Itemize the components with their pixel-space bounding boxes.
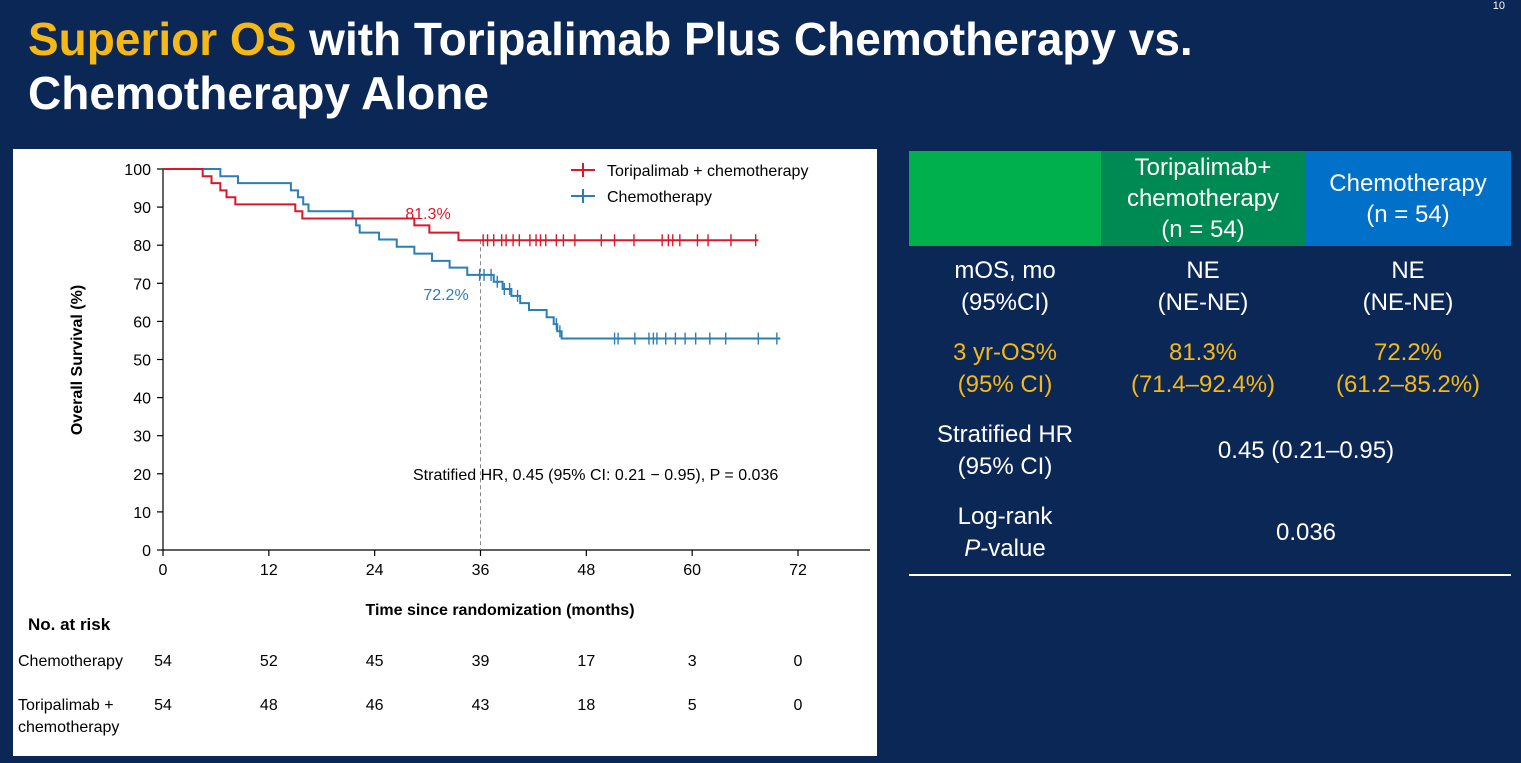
risk-row-1-value-1: 48 — [260, 697, 278, 714]
header-empty-cell — [909, 151, 1101, 246]
risk-row-0-value-0: 54 — [154, 653, 172, 670]
tori-annotation-label: 81.3% — [405, 206, 450, 223]
row-3yr-label: 3 yr-OS% (95% CI) — [909, 328, 1101, 410]
x-tick-label-48: 48 — [577, 562, 595, 579]
risk-row-1-value-4: 18 — [577, 697, 595, 714]
header-chemo-line1: Chemotherapy — [1329, 169, 1487, 197]
x-tick-label-36: 36 — [472, 562, 490, 579]
table-row-hr: Stratified HR (95% CI) 0.45 (0.21–0.95) — [909, 410, 1511, 492]
row-3yr-chemo-line2: (61.2–85.2%) — [1335, 371, 1481, 398]
risk-row-0-value-4: 17 — [577, 653, 595, 670]
os-summary-table: Toripalimab+ chemotherapy (n = 54) Chemo… — [909, 151, 1511, 576]
y-tick-label-0: 0 — [142, 543, 151, 560]
risk-row-1-value-5: 5 — [688, 697, 697, 714]
row-hr-value: 0.45 (0.21–0.95) — [1217, 437, 1395, 464]
row-3yr-tori-line1: 81.3% — [1168, 339, 1238, 366]
risk-row-0-value-2: 45 — [366, 653, 384, 670]
row-mos-tori: NE (NE-NE) — [1101, 246, 1305, 328]
header-tori-line2: chemotherapy — [1126, 185, 1280, 212]
y-tick-label-80: 80 — [133, 238, 151, 255]
risk-row-1-value-0: 54 — [154, 697, 172, 714]
x-tick-label-12: 12 — [260, 562, 278, 579]
y-tick-label-30: 30 — [133, 429, 151, 446]
y-tick-label-10: 10 — [133, 505, 151, 522]
tori-curve — [163, 168, 759, 242]
row-hr-label-line2: (95% CI) — [957, 453, 1053, 480]
row-pvalue-label: Log-rank P-value — [909, 492, 1101, 576]
row-pvalue-value: 0.036 — [1101, 492, 1511, 576]
row-3yr-chemo: 72.2% (61.2–85.2%) — [1305, 328, 1511, 410]
risk-row-0-value-6: 0 — [794, 653, 803, 670]
table-row-pvalue: Log-rank P-value 0.036 — [909, 492, 1511, 576]
row-mos-chemo-line2: (NE-NE) — [1362, 289, 1454, 316]
y-tick-label-20: 20 — [133, 467, 151, 484]
risk-row-tori-label-line2: chemotherapy — [18, 719, 119, 736]
title-rest: with Toripalimab Plus Chemotherapy vs. C… — [28, 13, 1193, 119]
row-3yr-label-line2: (95% CI) — [957, 371, 1053, 398]
row-pvalue-label-line2: P-value — [909, 533, 1101, 565]
row-mos-label-line2: (95%CI) — [960, 289, 1050, 316]
row-mos-label: mOS, mo (95%CI) — [909, 246, 1101, 328]
header-tori-line3: (n = 54) — [1161, 216, 1245, 243]
x-tick-label-0: 0 — [159, 562, 168, 579]
risk-row-tori-label: Toripalimab + — [18, 697, 114, 714]
legend-chemo-label: Chemotherapy — [607, 189, 712, 206]
chemo-annotation-label: 72.2% — [423, 287, 468, 304]
page-number: 10 — [1492, 0, 1505, 12]
row-mos-chemo: NE (NE-NE) — [1305, 246, 1511, 328]
x-tick-label-24: 24 — [366, 562, 384, 579]
table-row-mos: mOS, mo (95%CI) NE (NE-NE) NE (NE-NE) — [909, 246, 1511, 328]
y-tick-label-90: 90 — [133, 200, 151, 217]
y-tick-label-50: 50 — [133, 353, 151, 370]
row-mos-tori-line2: (NE-NE) — [1157, 289, 1249, 316]
slide-title: Superior OS with Toripalimab Plus Chemot… — [28, 12, 1468, 120]
table-header-row: Toripalimab+ chemotherapy (n = 54) Chemo… — [909, 151, 1511, 246]
row-3yr-chemo-line1: 72.2% — [1373, 339, 1443, 366]
hr-annotation: Stratified HR, 0.45 (95% CI: 0.21 − 0.95… — [413, 467, 778, 484]
x-axis-label: Time since randomization (months) — [365, 602, 634, 619]
header-tori-line1: Toripalimab+ — [1134, 154, 1272, 181]
risk-row-1-value-6: 0 — [794, 697, 803, 714]
row-hr-label: Stratified HR (95% CI) — [909, 410, 1101, 492]
title-highlight: Superior OS — [28, 13, 297, 65]
y-tick-label-60: 60 — [133, 314, 151, 331]
risk-row-chemo-label: Chemotherapy — [18, 653, 123, 670]
chemo-curve — [163, 168, 781, 340]
risk-row-0-value-5: 3 — [688, 653, 697, 670]
p-rest: -value — [980, 535, 1046, 562]
legend: Toripalimab + chemotherapy Chemotherapy — [571, 163, 808, 206]
p-italic: P — [964, 535, 981, 562]
risk-row-1-value-3: 43 — [472, 697, 490, 714]
y-axis-label: Overall Survival (%) — [69, 285, 86, 435]
row-3yr-tori: 81.3% (71.4–92.4%) — [1101, 328, 1305, 410]
x-tick-label-60: 60 — [683, 562, 701, 579]
risk-table-title: No. at risk — [28, 615, 111, 634]
legend-tori-label: Toripalimab + chemotherapy — [607, 163, 808, 180]
row-mos-tori-line1: NE — [1186, 257, 1220, 284]
row-hr-label-line1: Stratified HR — [936, 421, 1074, 448]
risk-row-1-value-2: 46 — [366, 697, 384, 714]
header-tori-cell: Toripalimab+ chemotherapy (n = 54) — [1101, 151, 1305, 246]
row-mos-label-line1: mOS, mo — [954, 257, 1056, 284]
x-tick-label-72: 72 — [789, 562, 807, 579]
header-chemo-cell: Chemotherapy (n = 54) — [1305, 151, 1511, 246]
risk-row-0-value-1: 52 — [260, 653, 278, 670]
km-chart-panel: 0 10 20 30 40 50 60 70 80 90 100 0 12 24 36 48 60 72 81.… — [13, 149, 877, 756]
header-chemo-line2: (n = 54) — [1366, 200, 1450, 228]
table-row-3yr-os: 3 yr-OS% (95% CI) 81.3% (71.4–92.4%) 72.… — [909, 328, 1511, 410]
risk-row-0-value-3: 39 — [472, 653, 490, 670]
row-3yr-tori-line2: (71.4–92.4%) — [1130, 371, 1276, 398]
row-pvalue-label-line1: Log-rank — [957, 503, 1053, 530]
row-mos-chemo-line1: NE — [1391, 257, 1425, 284]
y-tick-label-70: 70 — [133, 276, 151, 293]
row-3yr-label-line1: 3 yr-OS% — [952, 339, 1057, 366]
y-tick-label-40: 40 — [133, 391, 151, 408]
y-tick-label-100: 100 — [124, 162, 151, 179]
